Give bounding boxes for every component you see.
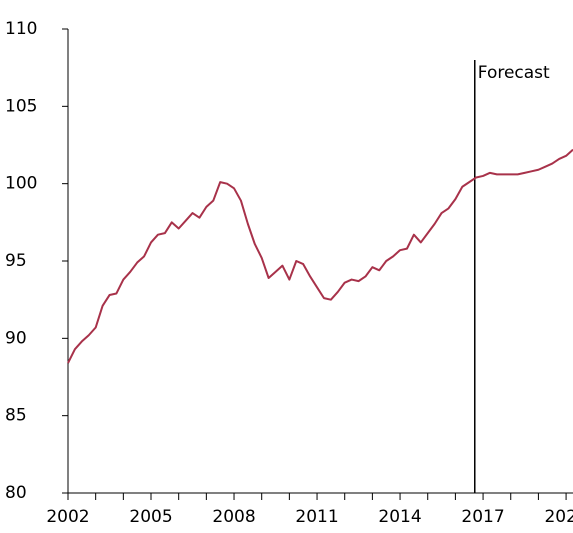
- x-tick-label: 2002: [46, 507, 89, 527]
- x-tick-label: 2014: [378, 507, 421, 527]
- y-tick-label: 85: [5, 406, 27, 426]
- y-tick-label: 110: [5, 19, 37, 39]
- x-tick-label: 2005: [129, 507, 172, 527]
- x-tick-label: 2017: [461, 507, 504, 527]
- x-tick-label: 2008: [212, 507, 255, 527]
- y-tick-label: 100: [5, 174, 37, 194]
- y-tick-label: 90: [5, 328, 27, 348]
- data-line: [67, 148, 573, 364]
- forecast-label: Forecast: [478, 63, 550, 83]
- y-tick-label: 80: [5, 483, 27, 503]
- y-tick-label: 105: [5, 96, 37, 116]
- x-tick-label: 2020: [544, 507, 573, 527]
- x-tick-label: 2011: [295, 507, 338, 527]
- y-tick-label: 95: [5, 251, 27, 271]
